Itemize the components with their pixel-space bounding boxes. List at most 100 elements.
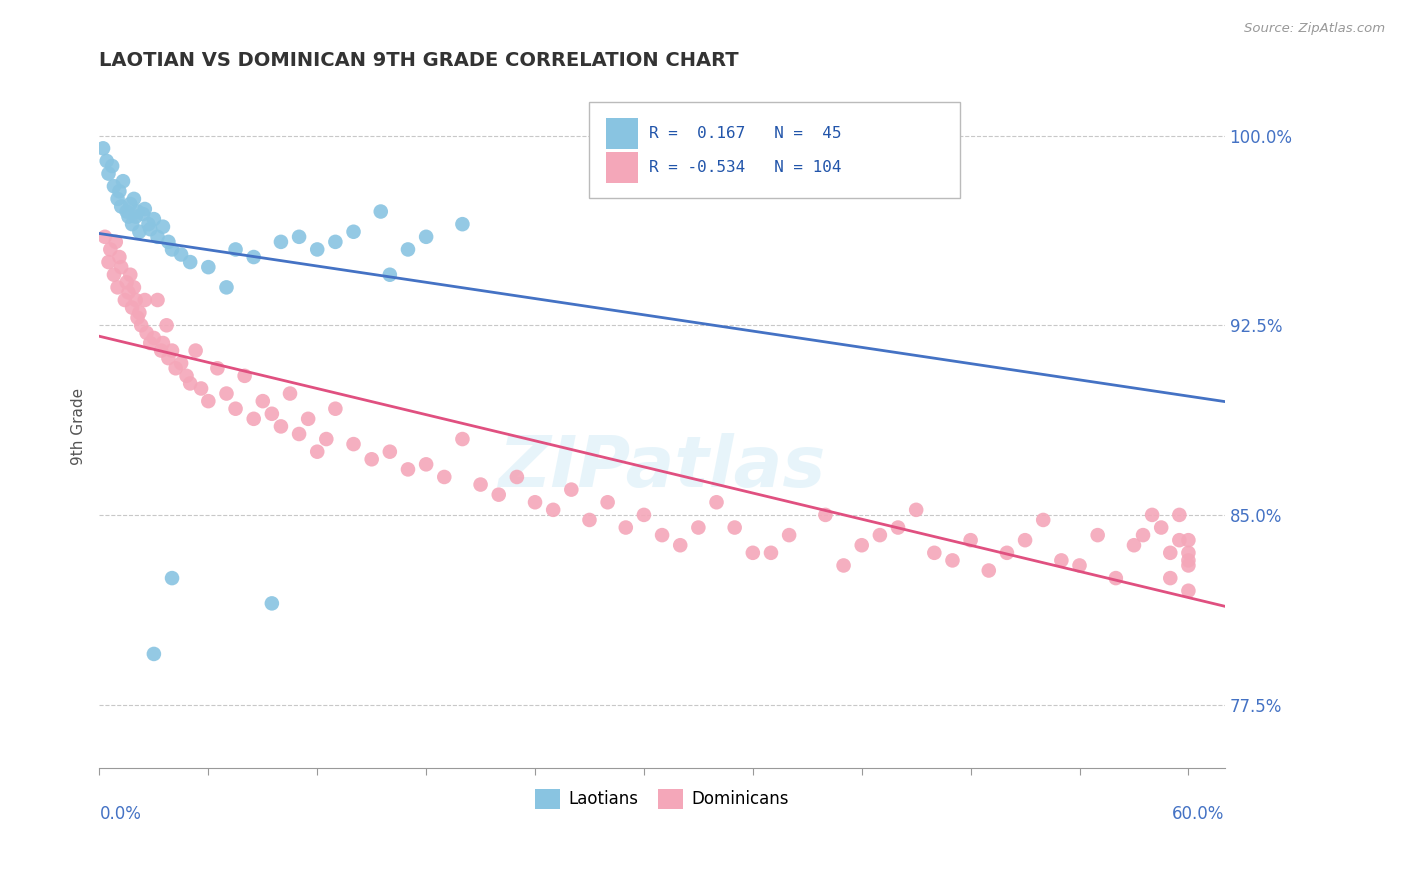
Point bbox=[307, 243, 329, 257]
Point bbox=[135, 326, 157, 340]
Point bbox=[1069, 558, 1091, 573]
Text: LAOTIAN VS DOMINICAN 9TH GRADE CORRELATION CHART: LAOTIAN VS DOMINICAN 9TH GRADE CORRELATI… bbox=[100, 51, 740, 70]
Point bbox=[101, 159, 124, 173]
Point bbox=[260, 596, 283, 610]
Point bbox=[1177, 553, 1199, 567]
Point bbox=[1032, 513, 1054, 527]
FancyBboxPatch shape bbox=[606, 152, 638, 184]
Point bbox=[959, 533, 981, 548]
Point bbox=[215, 280, 238, 294]
Point bbox=[1140, 508, 1163, 522]
Point bbox=[114, 293, 136, 307]
Point bbox=[138, 217, 160, 231]
Point bbox=[1168, 533, 1191, 548]
Point bbox=[396, 462, 419, 476]
FancyBboxPatch shape bbox=[589, 103, 960, 198]
Point bbox=[415, 458, 437, 472]
Point bbox=[160, 343, 183, 358]
Point bbox=[633, 508, 655, 522]
Y-axis label: 9th Grade: 9th Grade bbox=[72, 388, 86, 465]
Point bbox=[107, 280, 129, 294]
Point bbox=[325, 401, 347, 416]
Point bbox=[941, 553, 963, 567]
Point bbox=[814, 508, 837, 522]
Point bbox=[94, 229, 117, 244]
Point bbox=[225, 243, 247, 257]
Point bbox=[176, 368, 198, 383]
Point bbox=[260, 407, 283, 421]
Point bbox=[307, 444, 329, 458]
Point bbox=[132, 207, 155, 221]
Point bbox=[1159, 546, 1181, 560]
Point bbox=[184, 343, 207, 358]
Text: R =  0.167   N =  45: R = 0.167 N = 45 bbox=[648, 126, 841, 141]
Point bbox=[288, 427, 311, 442]
Point bbox=[128, 306, 150, 320]
Point bbox=[215, 386, 238, 401]
Point bbox=[155, 318, 177, 333]
Point bbox=[115, 204, 138, 219]
Point bbox=[470, 477, 492, 491]
Point bbox=[103, 268, 125, 282]
Point bbox=[759, 546, 782, 560]
Point bbox=[270, 235, 292, 249]
Point bbox=[150, 343, 173, 358]
Point bbox=[146, 229, 169, 244]
Point bbox=[120, 268, 142, 282]
Point bbox=[451, 432, 474, 446]
Point bbox=[142, 647, 165, 661]
Point bbox=[270, 419, 292, 434]
Point bbox=[560, 483, 582, 497]
Point bbox=[122, 280, 145, 294]
Point bbox=[851, 538, 873, 552]
Point bbox=[724, 520, 747, 534]
Point bbox=[98, 243, 121, 257]
Point bbox=[110, 260, 132, 274]
Point bbox=[1150, 520, 1173, 534]
Point bbox=[128, 225, 150, 239]
Point bbox=[741, 546, 763, 560]
Point bbox=[134, 202, 156, 216]
Point bbox=[233, 368, 256, 383]
Point bbox=[578, 513, 600, 527]
Point bbox=[121, 301, 143, 315]
Point bbox=[1159, 571, 1181, 585]
Point bbox=[104, 235, 127, 249]
Point bbox=[179, 255, 201, 269]
Text: 60.0%: 60.0% bbox=[1173, 805, 1225, 823]
Text: ZIPatlas: ZIPatlas bbox=[498, 433, 825, 502]
Point bbox=[242, 250, 264, 264]
Point bbox=[977, 564, 1000, 578]
Point bbox=[415, 229, 437, 244]
Point bbox=[122, 192, 145, 206]
Point bbox=[252, 394, 274, 409]
Point bbox=[1132, 528, 1154, 542]
Point bbox=[342, 437, 364, 451]
Point bbox=[325, 235, 347, 249]
Point bbox=[125, 210, 148, 224]
Point bbox=[506, 470, 529, 484]
Point bbox=[1105, 571, 1128, 585]
Point bbox=[139, 336, 162, 351]
Point bbox=[651, 528, 673, 542]
Point bbox=[157, 235, 180, 249]
Point bbox=[1177, 583, 1199, 598]
Point bbox=[1177, 546, 1199, 560]
Point bbox=[1087, 528, 1109, 542]
Point bbox=[869, 528, 891, 542]
Point bbox=[614, 520, 637, 534]
Point bbox=[160, 571, 183, 585]
Point bbox=[1177, 533, 1199, 548]
Point bbox=[152, 219, 174, 234]
Point bbox=[160, 243, 183, 257]
Point bbox=[103, 179, 125, 194]
Point bbox=[157, 351, 180, 366]
Point bbox=[170, 247, 193, 261]
Legend: Laotians, Dominicans: Laotians, Dominicans bbox=[527, 780, 797, 817]
Text: R = -0.534   N = 104: R = -0.534 N = 104 bbox=[648, 161, 841, 175]
Point bbox=[488, 488, 510, 502]
Point bbox=[297, 412, 319, 426]
Text: Source: ZipAtlas.com: Source: ZipAtlas.com bbox=[1244, 22, 1385, 36]
Point bbox=[139, 222, 162, 236]
Point bbox=[887, 520, 910, 534]
